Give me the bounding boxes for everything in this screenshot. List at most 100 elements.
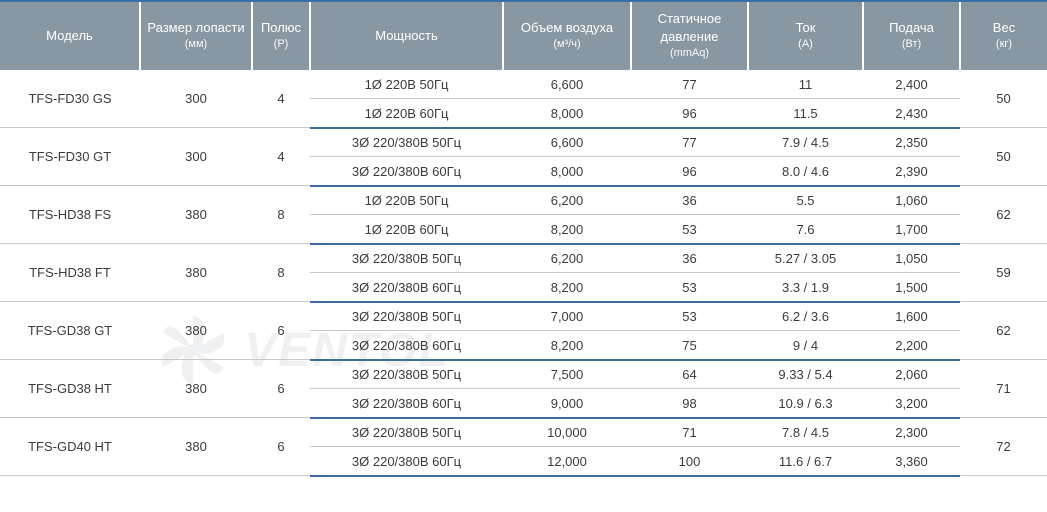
cell-model: TFS-GD38 HT [0,360,140,418]
cell-blade: 300 [140,128,252,186]
cell-pressure: 100 [631,447,748,476]
cell-weight: 72 [960,418,1047,476]
cell-current: 6.2 / 3.6 [748,302,863,331]
cell-weight: 50 [960,128,1047,186]
cell-current: 7.9 / 4.5 [748,128,863,157]
cell-weight: 71 [960,360,1047,418]
cell-power: 3Ø 220/380В 60Гц [310,331,503,360]
cell-power: 1Ø 220В 50Гц [310,186,503,215]
cell-pressure: 36 [631,244,748,273]
cell-pole: 6 [252,360,310,418]
col-header-sub: (кг) [965,37,1043,52]
cell-feed: 1,600 [863,302,960,331]
cell-power: 3Ø 220/380В 50Гц [310,418,503,447]
cell-current: 5.5 [748,186,863,215]
cell-blade: 380 [140,360,252,418]
cell-blade: 300 [140,70,252,128]
cell-pressure: 75 [631,331,748,360]
cell-air: 7,000 [503,302,631,331]
cell-pressure: 53 [631,215,748,244]
table-row: TFS-FD30 GS30041Ø 220В 50Гц6,60077112,40… [0,70,1047,99]
cell-feed: 2,390 [863,157,960,186]
cell-current: 7.8 / 4.5 [748,418,863,447]
cell-current: 7.6 [748,215,863,244]
cell-weight: 62 [960,302,1047,360]
cell-feed: 3,360 [863,447,960,476]
col-header-sub: (P) [257,37,305,52]
cell-model: TFS-HD38 FT [0,244,140,302]
col-header-main: Ток [753,19,858,37]
cell-feed: 3,200 [863,389,960,418]
table-head: МодельРазмер лопасти(мм)Полюс(P)Мощность… [0,2,1047,70]
col-header-main: Мощность [315,27,498,45]
col-header: Подача(Вт) [863,2,960,70]
cell-blade: 380 [140,186,252,244]
cell-power: 3Ø 220/380В 50Гц [310,360,503,389]
cell-current: 9.33 / 5.4 [748,360,863,389]
col-header: Статичное давление(mmAq) [631,2,748,70]
cell-model: TFS-FD30 GT [0,128,140,186]
cell-air: 6,200 [503,244,631,273]
cell-power: 3Ø 220/380В 50Гц [310,128,503,157]
cell-pole: 6 [252,302,310,360]
cell-blade: 380 [140,418,252,476]
cell-current: 11.6 / 6.7 [748,447,863,476]
cell-feed: 1,060 [863,186,960,215]
cell-pole: 4 [252,70,310,128]
cell-feed: 1,500 [863,273,960,302]
cell-feed: 2,200 [863,331,960,360]
cell-model: TFS-FD30 GS [0,70,140,128]
table-row: TFS-GD40 HT38063Ø 220/380В 50Гц10,000717… [0,418,1047,447]
cell-air: 6,600 [503,128,631,157]
col-header-main: Размер лопасти [145,19,247,37]
cell-power: 3Ø 220/380В 60Гц [310,273,503,302]
cell-current: 10.9 / 6.3 [748,389,863,418]
cell-air: 8,000 [503,99,631,128]
cell-air: 8,200 [503,273,631,302]
cell-pressure: 77 [631,128,748,157]
col-header: Полюс(P) [252,2,310,70]
col-header: Объем воздуха(м³/ч) [503,2,631,70]
cell-feed: 2,300 [863,418,960,447]
cell-current: 11 [748,70,863,99]
cell-air: 9,000 [503,389,631,418]
col-header-sub: (Вт) [868,37,955,52]
cell-power: 1Ø 220В 60Гц [310,99,503,128]
cell-model: TFS-GD40 HT [0,418,140,476]
cell-air: 7,500 [503,360,631,389]
cell-pressure: 36 [631,186,748,215]
cell-power: 3Ø 220/380В 50Гц [310,244,503,273]
table-row: TFS-HD38 FS38081Ø 220В 50Гц6,200365.51,0… [0,186,1047,215]
col-header-sub: (mmAq) [636,46,743,61]
cell-air: 6,200 [503,186,631,215]
cell-blade: 380 [140,244,252,302]
cell-feed: 2,060 [863,360,960,389]
table-row: TFS-FD30 GT30043Ø 220/380В 50Гц6,600777.… [0,128,1047,157]
cell-air: 12,000 [503,447,631,476]
table-row: TFS-GD38 HT38063Ø 220/380В 50Гц7,500649.… [0,360,1047,389]
cell-power: 3Ø 220/380В 60Гц [310,157,503,186]
col-header-main: Статичное давление [636,10,743,46]
cell-pole: 8 [252,244,310,302]
cell-power: 1Ø 220В 60Гц [310,215,503,244]
cell-air: 10,000 [503,418,631,447]
cell-power: 1Ø 220В 50Гц [310,70,503,99]
col-header-main: Объем воздуха [508,19,626,37]
col-header: Ток(A) [748,2,863,70]
cell-current: 8.0 / 4.6 [748,157,863,186]
cell-feed: 2,400 [863,70,960,99]
col-header-sub: (м³/ч) [508,37,626,52]
cell-pressure: 96 [631,99,748,128]
cell-feed: 1,050 [863,244,960,273]
col-header-main: Вес [965,19,1043,37]
cell-weight: 50 [960,70,1047,128]
table-row: TFS-GD38 GT38063Ø 220/380В 50Гц7,000536.… [0,302,1047,331]
cell-power: 3Ø 220/380В 50Гц [310,302,503,331]
col-header-main: Полюс [257,19,305,37]
cell-feed: 2,430 [863,99,960,128]
col-header: Модель [0,2,140,70]
cell-pressure: 77 [631,70,748,99]
col-header-main: Модель [4,27,135,45]
cell-model: TFS-GD38 GT [0,302,140,360]
cell-air: 6,600 [503,70,631,99]
